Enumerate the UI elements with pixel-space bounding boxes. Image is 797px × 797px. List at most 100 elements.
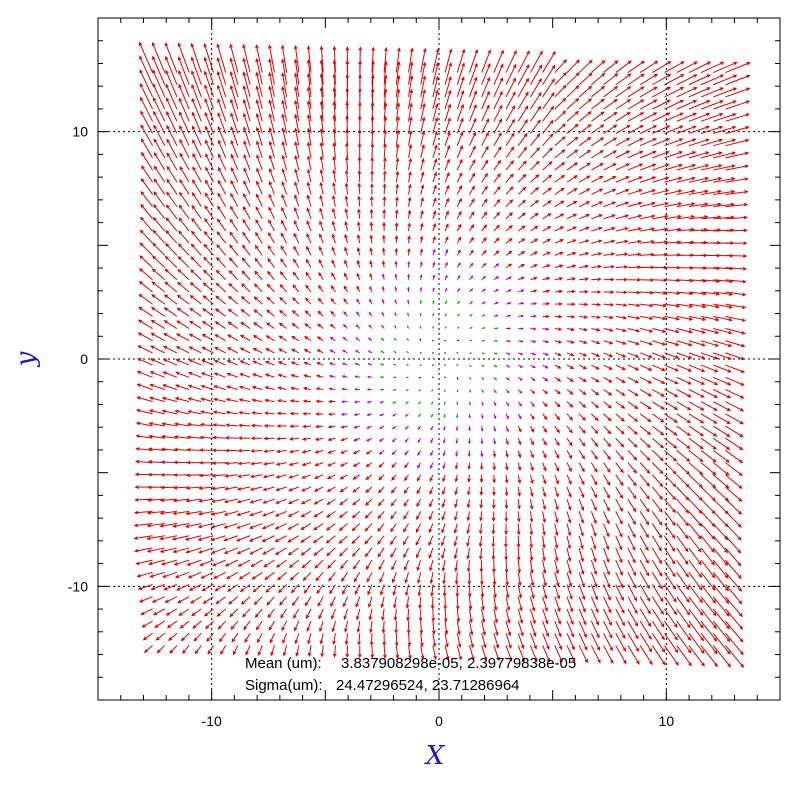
vector-arrow [517, 499, 521, 510]
vector-arrow [189, 294, 202, 305]
vector-arrow [627, 376, 640, 384]
vector-arrow [213, 397, 226, 403]
vector-arrow [254, 270, 263, 281]
vector-arrow [469, 249, 474, 256]
vector-arrow [554, 633, 563, 651]
vector-arrow [381, 621, 386, 634]
vector-arrow [417, 584, 422, 597]
vector-arrow [529, 462, 534, 472]
vector-arrow [230, 192, 239, 207]
vector-arrow [700, 620, 718, 642]
vector-arrow [542, 251, 551, 256]
vector-arrow [603, 150, 618, 159]
vector-arrow [456, 633, 462, 648]
vector-arrow [542, 389, 549, 395]
vector-arrow [713, 164, 736, 171]
vector-arrow [481, 401, 484, 407]
vector-arrow [505, 301, 512, 305]
vector-arrow [725, 401, 745, 412]
vector-arrow [314, 424, 324, 429]
vector-arrow [198, 510, 214, 516]
vector-arrow [316, 336, 324, 342]
vector-arrow [603, 340, 614, 345]
vector-arrow [504, 486, 509, 497]
vector-arrow [529, 499, 534, 510]
vector-arrow [306, 168, 312, 183]
vector-arrow [492, 486, 496, 497]
vector-arrow [542, 200, 552, 208]
vector-arrow [725, 190, 749, 195]
vector-arrow [432, 621, 436, 635]
vector-arrow [408, 157, 413, 171]
vector-arrow [725, 535, 742, 554]
vector-arrow [676, 61, 698, 74]
vector-arrow [280, 608, 288, 619]
vector-arrow [504, 535, 508, 548]
vector-arrow [591, 201, 604, 208]
vector-arrow [369, 285, 373, 293]
vector-arrow [329, 336, 336, 342]
vector-arrow [281, 58, 288, 85]
vector-arrow [203, 243, 214, 256]
vector-arrow [566, 474, 572, 486]
vector-arrow [176, 584, 190, 591]
vector-arrow [366, 400, 373, 404]
vector-arrow [356, 285, 361, 293]
vector-arrow [688, 215, 709, 220]
vector-arrow [367, 350, 373, 354]
vector-arrow [327, 449, 336, 454]
vector-arrow [493, 438, 497, 445]
vector-arrow [676, 99, 698, 110]
vector-arrow [408, 116, 413, 134]
vector-arrow [381, 608, 385, 621]
vector-arrow [505, 263, 513, 269]
vector-arrow [217, 125, 227, 146]
vector-arrow [578, 572, 585, 588]
vector-arrow [725, 474, 743, 489]
vector-arrow [566, 572, 573, 588]
vector-arrow [237, 559, 251, 567]
vector-arrow [277, 398, 287, 403]
vector-arrow [578, 352, 588, 357]
vector-arrow [135, 408, 153, 415]
vector-arrow [530, 187, 540, 195]
vector-arrow [517, 596, 523, 612]
vector-arrow [166, 138, 178, 159]
vector-arrow [319, 220, 324, 232]
vector-arrow [542, 238, 552, 244]
vector-arrow [288, 449, 299, 454]
vector-arrow [542, 584, 548, 600]
vector-arrow [185, 510, 202, 516]
vector-arrow [469, 262, 474, 268]
vector-arrow [615, 124, 631, 134]
vector-arrow [294, 620, 300, 632]
vector-arrow [493, 376, 498, 381]
vector-arrow [265, 360, 275, 366]
vector-arrow [591, 389, 600, 396]
vector-arrow [304, 310, 312, 317]
vector-arrow [579, 315, 589, 319]
vector-arrow [378, 437, 385, 442]
vector-arrow [137, 345, 153, 354]
vector-arrow [249, 474, 263, 479]
vector-arrow [517, 132, 528, 146]
vector-arrow [408, 645, 412, 660]
vector-arrow [627, 596, 638, 615]
vector-arrow [481, 352, 486, 355]
vector-arrow [368, 311, 373, 317]
vector-arrow [554, 376, 562, 382]
vector-arrow [199, 559, 214, 567]
vector-arrow [456, 377, 459, 380]
vector-arrow [161, 409, 178, 415]
vector-arrow [159, 523, 178, 528]
vector-arrow [492, 462, 497, 471]
vector-arrow [191, 84, 202, 110]
vector-arrow [456, 313, 460, 317]
vector-arrow [351, 510, 361, 519]
vector-arrow [591, 277, 602, 282]
vector-arrow [578, 188, 591, 195]
vector-arrow [554, 645, 563, 663]
vector-arrow [279, 596, 288, 606]
vector-arrow [469, 339, 473, 342]
vector-arrow [651, 572, 663, 590]
